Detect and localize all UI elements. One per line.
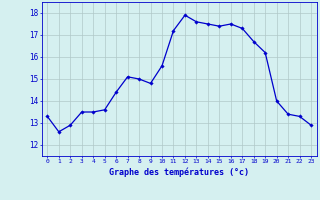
X-axis label: Graphe des températures (°c): Graphe des températures (°c) (109, 167, 249, 177)
